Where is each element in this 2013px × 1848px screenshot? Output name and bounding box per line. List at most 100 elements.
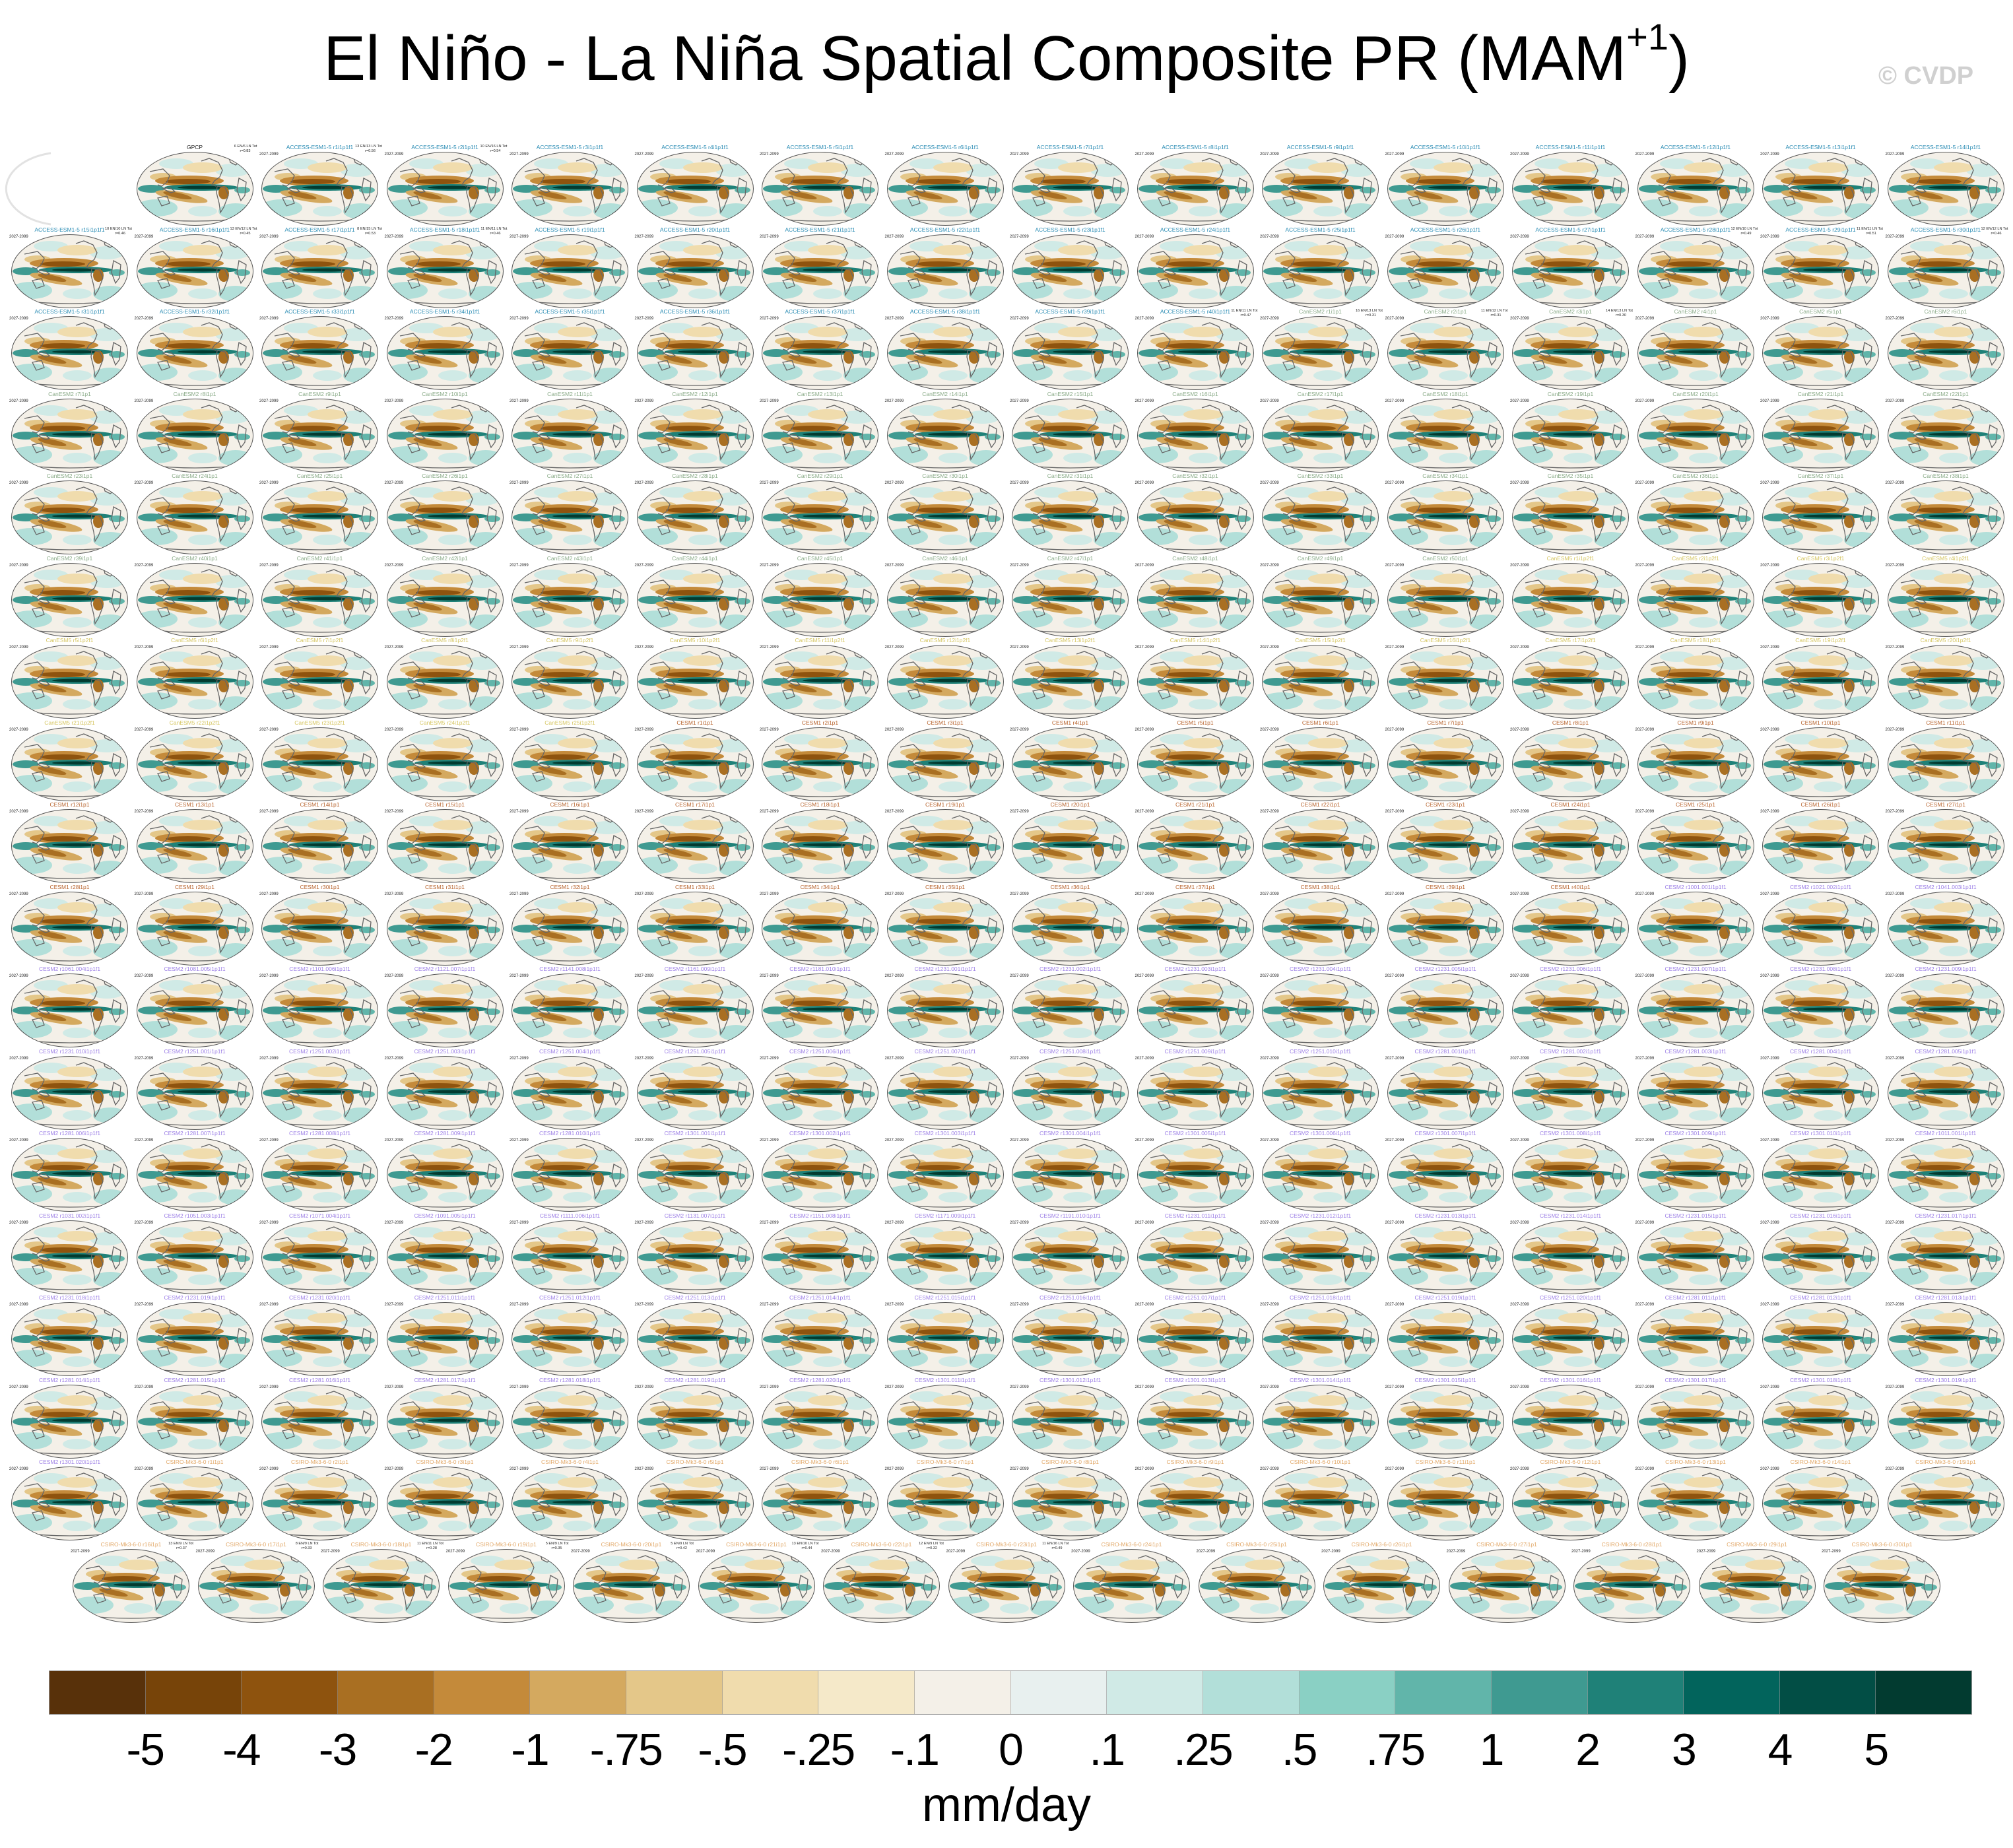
panel-stats: 11 EN/11 LN Tot r=0.47 [1231,309,1260,318]
precip-composite-map [637,1220,754,1294]
panel-period: 2027-2099 [259,974,279,978]
panel-title: CESM1 r40i1p1 [1550,883,1591,890]
colorbar-swatch [1876,1671,1972,1714]
panel-title: CSIRO-Mk3-6-0 r6i1p1 [791,1459,849,1465]
precip-composite-map [137,1138,253,1212]
map-panel: CESM2 r1301.017i1p1f1 2027-2099 [1631,1375,1761,1457]
panel-title: CESM2 r1301.008i1p1f1 [1539,1130,1602,1137]
panel-title: CanESM5 r8i1p2f1 [421,637,469,644]
map-panel: ACCESS-ESM1-5 r26i1p1f1 2027-2099 [1381,224,1511,306]
panel-title: CESM1 r2i1p1 [801,719,839,726]
precip-composite-map [261,1467,378,1540]
event-count: 11 EN/12 LN Tot [1480,309,1508,313]
precip-composite-map [387,809,504,883]
precip-composite-map [637,645,754,719]
precip-composite-map [762,974,878,1047]
panel-period: 2027-2099 [1635,974,1655,978]
panel-period: 2027-2099 [134,1056,154,1061]
panel-period: 2027-2099 [1635,1056,1655,1061]
panel-title: ACCESS-ESM1-5 r26i1p1f1 [1410,226,1481,233]
precip-composite-map [1387,152,1504,226]
panel-title: CanESM5 r18i1p2f1 [1670,637,1721,644]
map-panel: CESM1 r9i1p1 2027-2099 [1631,717,1761,799]
panel-title: CESM2 r1281.010i1p1f1 [539,1130,601,1137]
panel-title: CanESM2 r35i1p1 [1547,473,1594,479]
precip-composite-map [762,1385,878,1459]
panel-title: CSIRO-Mk3-6-0 r3i1p1 [416,1459,474,1465]
panel-title: CanESM5 r7i1p2f1 [296,637,344,644]
panel-title: CanESM2 r22i1p1 [1923,390,1969,397]
panel-title: CSIRO-Mk3-6-0 r21i1p1 [726,1540,787,1548]
precip-composite-map [1637,316,1754,390]
map-panel: ACCESS-ESM1-5 r2i1p1f1 2027-2099 10 EN/16 … [380,142,510,224]
map-panel: CSIRO-Mk3-6-0 r3i1p1 2027-2099 [380,1457,510,1538]
map-panel: CESM2 r1251.020i1p1f1 2027-2099 [1505,1292,1635,1374]
precip-composite-map [512,974,628,1047]
map-panel: CanESM5 r19i1p2f1 2027-2099 [1756,635,1886,717]
map-panel: CanESM5 r18i1p2f1 2027-2099 [1631,635,1761,717]
panel-title: CESM2 r1281.008i1p1f1 [288,1130,351,1137]
precip-composite-map [1137,152,1254,226]
panel-stats: 10 EN/10 LN Tot r=0.46 [105,227,135,236]
colorbar-tick-label: -1 [511,1725,549,1775]
panel-period: 2027-2099 [134,317,154,321]
map-panel: ACCESS-ESM1-5 r38i1p1f1 2027-2099 [880,306,1010,388]
precip-composite-map [1888,645,2004,719]
panel-title: CanESM2 r32i1p1 [1172,473,1218,479]
precip-composite-map [637,1056,754,1130]
precip-composite-map [1012,1385,1129,1459]
panel-title: CESM2 r1301.014i1p1f1 [1289,1376,1352,1383]
panel-stats: 12 EN/9 LN Tot r=0.32 [919,1542,946,1551]
panel-title: CESM1 r7i1p1 [1427,719,1464,726]
map-panel: CanESM2 r20i1p1 2027-2099 [1631,389,1761,471]
precip-composite-map [1262,234,1379,308]
panel-title: CanESM2 r4i1p1 [1674,308,1717,315]
precip-composite-map [137,974,253,1047]
panel-title: CESM1 r6i1p1 [1302,719,1339,726]
panel-period: 2027-2099 [884,892,904,896]
map-panel: CESM1 r7i1p1 2027-2099 [1381,717,1511,799]
map-panel: CanESM5 r25i1p2f1 2027-2099 [505,717,635,799]
panel-title: CanESM2 r50i1p1 [1422,554,1468,562]
panel-title: CESM2 r1301.001i1p1f1 [664,1130,726,1137]
colorbar-tick-label: .5 [1281,1725,1318,1775]
map-panel: CESM2 r1231.007i1p1f1 2027-2099 [1631,964,1761,1045]
map-panel: ACCESS-ESM1-5 r17i1p1f1 2027-2099 8 EN/15 … [255,224,385,306]
panel-title: CESM1 r1i1p1 [676,719,713,726]
map-panel: CESM2 r1301.014i1p1f1 2027-2099 [1255,1375,1385,1457]
precip-composite-map [11,480,128,554]
panel-title: ACCESS-ESM1-5 r19i1p1f1 [535,226,605,233]
panel-period: 2027-2099 [1010,974,1029,978]
panel-title: CESM2 r1281.012i1p1f1 [1789,1294,1852,1301]
precip-composite-map [1137,399,1254,473]
pattern-correlation: r=0.53 [364,231,376,236]
panel-period: 2027-2099 [1260,974,1279,978]
panel-period: 2027-2099 [1385,563,1404,568]
precip-composite-map [1637,480,1754,554]
map-panel: CanESM5 r20i1p2f1 2027-2099 [1881,635,2011,717]
panel-title: CESM2 r1301.006i1p1f1 [1289,1130,1352,1137]
panel-title: CSIRO-Mk3-6-0 r30i1p1 [1851,1540,1913,1548]
map-panel: CanESM5 r8i1p2f1 2027-2099 [380,635,510,717]
map-panel: CESM2 r1031.002i1p1f1 2027-2099 [5,1210,135,1292]
panel-title: CESM2 r1251.012i1p1f1 [539,1294,601,1301]
panel-period: 2027-2099 [1760,1056,1779,1061]
event-count: 12 EN/10 LN Tot [1731,226,1758,231]
panel-stats: 12 EN/10 LN Tot r=0.49 [1731,227,1761,236]
precip-composite-map [1637,727,1754,801]
map-panel: CESM1 r14i1p1 2027-2099 [255,799,385,881]
precip-composite-map [1888,480,2004,554]
panel-period: 2027-2099 [1135,1220,1154,1225]
precip-composite-map [1137,480,1254,554]
panel-stats: 5 EN/9 LN Tot r=0.42 [671,1542,696,1551]
panel-title: CESM2 r1251.010i1p1f1 [1289,1047,1352,1055]
precip-composite-map [1387,234,1504,308]
panel-period: 2027-2099 [884,1303,904,1307]
precip-composite-map [1262,1056,1379,1130]
panel-title: ACCESS-ESM1-5 r11i1p1f1 [1535,144,1606,150]
panel-title: CESM2 r1171.009i1p1f1 [914,1212,976,1219]
panel-period: 2027-2099 [946,1549,966,1554]
map-panel: CanESM2 r29i1p1 2027-2099 [755,471,885,552]
map-panel: CESM2 r1071.004i1p1f1 2027-2099 [255,1210,385,1292]
panel-period: 2027-2099 [1135,563,1154,568]
